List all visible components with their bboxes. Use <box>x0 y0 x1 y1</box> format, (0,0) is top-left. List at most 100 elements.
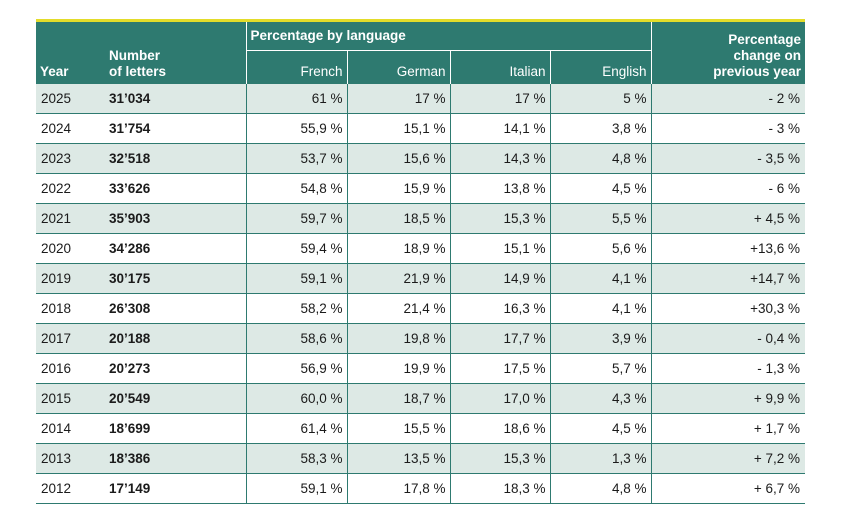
cell-number-of-letters: 34’286 <box>105 233 246 264</box>
cell-year: 2020 <box>36 233 105 264</box>
header-year-label: Year <box>40 64 69 79</box>
cell-year: 2019 <box>36 263 105 294</box>
header-number-of-letters: Number of letters <box>105 22 246 84</box>
table-row: 2012 17’149 59,1 % 17,8 % 18,3 % 4,8 % + 6,7 % <box>36 473 805 504</box>
cell-english: 4,1 % <box>549 293 651 324</box>
cell-percentage-change: - 2 % <box>650 83 805 114</box>
cell-italian: 17,0 % <box>449 383 550 414</box>
cell-german: 19,8 % <box>346 323 450 354</box>
cell-english: 3,8 % <box>549 113 651 144</box>
accent-top-rule <box>36 19 805 22</box>
cell-german: 17 % <box>346 83 450 114</box>
cell-number-of-letters: 18’699 <box>105 413 246 444</box>
cell-year: 2015 <box>36 383 105 414</box>
cell-italian: 14,3 % <box>449 143 550 174</box>
header-english: English <box>549 50 652 84</box>
header-year: Year <box>36 22 105 84</box>
cell-english: 4,5 % <box>549 413 651 444</box>
cell-italian: 15,1 % <box>449 233 550 264</box>
cell-percentage-change: - 0,4 % <box>650 323 805 354</box>
cell-german: 17,8 % <box>346 473 450 504</box>
table-row: 2025 31’034 61 % 17 % 17 % 5 % - 2 % <box>36 83 805 114</box>
cell-percentage-change: +30,3 % <box>650 293 805 324</box>
cell-number-of-letters: 35’903 <box>105 203 246 234</box>
cell-number-of-letters: 32’518 <box>105 143 246 174</box>
cell-italian: 17,5 % <box>449 353 550 384</box>
header-change-line2: change on <box>733 48 801 63</box>
cell-german: 15,1 % <box>346 113 450 144</box>
cell-german: 15,5 % <box>346 413 450 444</box>
table-row: 2013 18’386 58,3 % 13,5 % 15,3 % 1,3 % + 7,2 % <box>36 443 805 474</box>
header-percentage-by-language: Percentage by language <box>245 22 652 51</box>
cell-percentage-change: - 3 % <box>650 113 805 144</box>
cell-italian: 17,7 % <box>449 323 550 354</box>
cell-year: 2024 <box>36 113 105 144</box>
cell-german: 21,9 % <box>346 263 450 294</box>
cell-english: 4,5 % <box>549 173 651 204</box>
cell-english: 4,3 % <box>549 383 651 414</box>
table-row: 2017 20’188 58,6 % 19,8 % 17,7 % 3,9 % - 0,4 % <box>36 323 805 354</box>
table-row: 2014 18’699 61,4 % 15,5 % 18,6 % 4,5 % + 1,7 % <box>36 413 805 444</box>
cell-french: 59,1 % <box>245 263 347 294</box>
cell-year: 2012 <box>36 473 105 504</box>
header-change-line3: previous year <box>713 64 801 79</box>
cell-number-of-letters: 17’149 <box>105 473 246 504</box>
cell-english: 5 % <box>549 83 651 114</box>
cell-italian: 15,3 % <box>449 203 550 234</box>
cell-french: 58,3 % <box>245 443 347 474</box>
cell-english: 5,6 % <box>549 233 651 264</box>
cell-italian: 14,9 % <box>449 263 550 294</box>
table-row: 2023 32’518 53,7 % 15,6 % 14,3 % 4,8 % - 3,5 % <box>36 143 805 174</box>
cell-number-of-letters: 33’626 <box>105 173 246 204</box>
cell-year: 2018 <box>36 293 105 324</box>
cell-german: 18,9 % <box>346 233 450 264</box>
cell-year: 2025 <box>36 83 105 114</box>
cell-french: 61 % <box>245 83 347 114</box>
table-body: 2025 31’034 61 % 17 % 17 % 5 % - 2 % 2024 31’754… <box>36 83 805 504</box>
cell-french: 59,1 % <box>245 473 347 504</box>
cell-german: 13,5 % <box>346 443 450 474</box>
cell-french: 59,4 % <box>245 233 347 264</box>
cell-percentage-change: + 1,7 % <box>650 413 805 444</box>
cell-percentage-change: + 9,9 % <box>650 383 805 414</box>
cell-number-of-letters: 20’549 <box>105 383 246 414</box>
cell-french: 56,9 % <box>245 353 347 384</box>
header-german: German <box>346 50 450 84</box>
cell-italian: 14,1 % <box>449 113 550 144</box>
cell-year: 2014 <box>36 413 105 444</box>
cell-percentage-change: +14,7 % <box>650 263 805 294</box>
cell-english: 4,8 % <box>549 473 651 504</box>
cell-german: 15,6 % <box>346 143 450 174</box>
table-row: 2016 20’273 56,9 % 19,9 % 17,5 % 5,7 % - 1,3 % <box>36 353 805 384</box>
table-row: 2021 35’903 59,7 % 18,5 % 15,3 % 5,5 % + 4,5 % <box>36 203 805 234</box>
cell-english: 4,8 % <box>549 143 651 174</box>
table-row: 2015 20’549 60,0 % 18,7 % 17,0 % 4,3 % + 9,9 % <box>36 383 805 414</box>
cell-number-of-letters: 31’034 <box>105 83 246 114</box>
table-header: Year Number of letters Percentage by lan… <box>36 22 805 84</box>
cell-german: 18,7 % <box>346 383 450 414</box>
table-row: 2019 30’175 59,1 % 21,9 % 14,9 % 4,1 % +14,7 % <box>36 263 805 294</box>
cell-number-of-letters: 18’386 <box>105 443 246 474</box>
cell-english: 5,5 % <box>549 203 651 234</box>
cell-french: 53,7 % <box>245 143 347 174</box>
cell-percentage-change: + 6,7 % <box>650 473 805 504</box>
cell-german: 15,9 % <box>346 173 450 204</box>
table-row: 2024 31’754 55,9 % 15,1 % 14,1 % 3,8 % - 3 % <box>36 113 805 144</box>
cell-percentage-change: - 3,5 % <box>650 143 805 174</box>
header-group-label: Percentage by language <box>250 28 406 43</box>
cell-year: 2016 <box>36 353 105 384</box>
cell-number-of-letters: 20’273 <box>105 353 246 384</box>
header-letters-line2: of letters <box>109 64 167 79</box>
cell-percentage-change: + 4,5 % <box>650 203 805 234</box>
cell-english: 5,7 % <box>549 353 651 384</box>
cell-german: 18,5 % <box>346 203 450 234</box>
cell-number-of-letters: 31’754 <box>105 113 246 144</box>
cell-german: 21,4 % <box>346 293 450 324</box>
header-french: French <box>245 50 347 84</box>
cell-year: 2017 <box>36 323 105 354</box>
cell-french: 61,4 % <box>245 413 347 444</box>
cell-percentage-change: - 1,3 % <box>650 353 805 384</box>
cell-percentage-change: - 6 % <box>650 173 805 204</box>
header-percentage-change: Percentage change on previous year <box>651 22 805 84</box>
cell-english: 4,1 % <box>549 263 651 294</box>
